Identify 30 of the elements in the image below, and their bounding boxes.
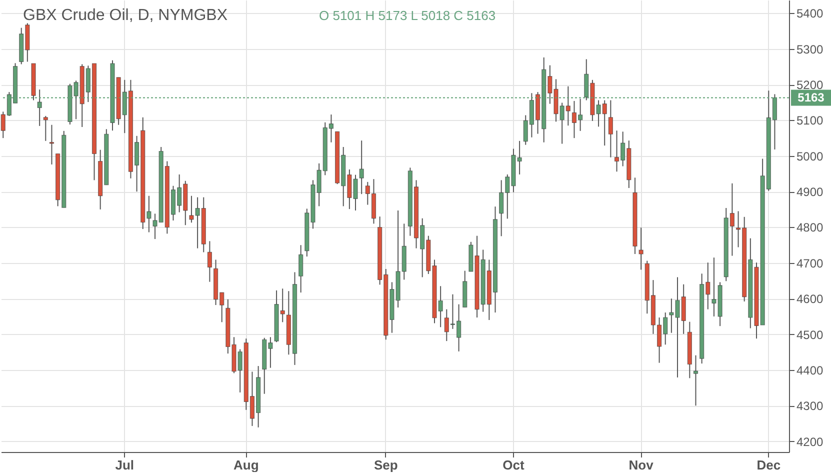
y-tick-label: 5300: [796, 42, 824, 56]
y-tick-label: 5400: [796, 6, 824, 21]
x-tick-label: Dec: [756, 458, 781, 472]
candlestick: [207, 240, 212, 282]
y-tick-label: 4900: [796, 185, 824, 200]
y-tick-label: 4600: [796, 292, 824, 306]
chart-title: GBX Crude Oil, D, NYMGBX: [23, 7, 228, 24]
annotation: O 5101 H 5173 L 5018 C 5163: [319, 8, 496, 23]
y-tick-label: 4700: [796, 256, 824, 270]
candlestick: [693, 354, 698, 406]
candlestick: [49, 124, 54, 165]
x-tick-label: Aug: [234, 458, 259, 472]
y-tick-label: 4300: [796, 399, 824, 414]
candlestick: [359, 140, 364, 195]
candlestick: [298, 244, 304, 294]
y-tick-label: 5200: [796, 78, 824, 92]
x-tick-label: Oct: [502, 458, 525, 472]
x-tick-label: Jul: [115, 458, 134, 472]
candlestick: [43, 115, 48, 142]
y-tick-label: 4800: [796, 220, 824, 235]
y-tick-label: 4500: [796, 328, 824, 342]
y-tick-label: 4200: [796, 434, 824, 449]
x-tick-label: Nov: [628, 458, 654, 472]
y-tick-label: 4400: [796, 363, 824, 378]
x-tick-label: Sep: [374, 458, 398, 472]
y-tick-label: 5100: [796, 114, 824, 128]
candlestick: [638, 227, 644, 270]
candlestick: [608, 100, 613, 158]
ref-line-label: 5163: [798, 90, 825, 105]
y-tick-label: 5000: [796, 149, 824, 164]
